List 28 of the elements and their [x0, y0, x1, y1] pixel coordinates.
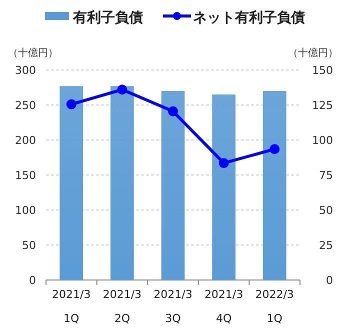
y-tick-label: 100 — [15, 204, 36, 217]
x-tick-label: 2022/3 1Q — [255, 288, 294, 325]
point — [218, 158, 229, 168]
x-tick-label: 2021/3 4Q — [204, 288, 244, 325]
y-tick-label: 300 — [15, 64, 36, 77]
y-tick-label: 150 — [15, 169, 36, 182]
point — [168, 106, 178, 116]
y-tick-label: 250 — [15, 99, 36, 112]
y2-tick-label: 150 — [312, 64, 333, 77]
y-axis-title: （十億円） — [8, 47, 58, 59]
y2-axis-title: （十億円） — [288, 47, 338, 59]
point — [117, 84, 128, 95]
point — [66, 99, 76, 110]
x-tick-label: 2021/3 2Q — [102, 288, 142, 325]
x-tick-label: 2021/3 3Q — [154, 288, 192, 325]
legend-label: ネット有利子負債 — [193, 10, 305, 26]
y-tick-label: 50 — [22, 239, 36, 252]
y-tick-label: 0 — [29, 274, 36, 287]
y2-tick-label: 125 — [312, 99, 333, 112]
y-tick-label: 200 — [15, 134, 36, 147]
y2-tick-label: 0 — [326, 274, 333, 287]
y2-tick-label: 50 — [319, 204, 333, 217]
x-tick-label: 2021/3 1Q — [52, 288, 91, 325]
point — [270, 144, 280, 154]
y2-tick-label: 25 — [319, 239, 333, 252]
y2-tick-label: 100 — [312, 134, 333, 147]
y2-tick-label: 75 — [319, 169, 333, 182]
legend-label: 有利子負債 — [72, 10, 143, 26]
